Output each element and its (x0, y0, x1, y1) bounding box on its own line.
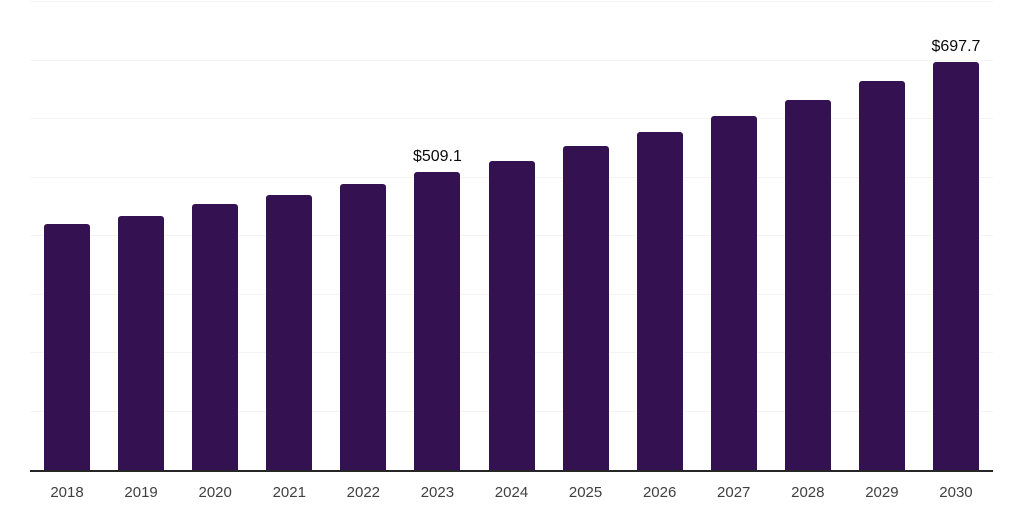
x-tick-label-2018: 2018 (50, 484, 84, 501)
bar-2018 (44, 224, 91, 470)
x-tick-label-2022: 2022 (346, 484, 381, 501)
gridline-800 (30, 1, 993, 2)
x-tick-label-2025: 2025 (568, 484, 603, 501)
x-tick-label-2019: 2019 (124, 484, 158, 501)
bar-2029 (858, 81, 905, 470)
bar-2022 (340, 183, 387, 470)
bar-2024 (488, 160, 535, 470)
bar-2030 (932, 61, 979, 470)
x-tick-label-2026: 2026 (642, 484, 677, 501)
x-tick-label-2021: 2021 (272, 484, 306, 501)
bar-2019 (118, 216, 165, 470)
bar-2027 (710, 115, 757, 470)
data-label-2030: $697.7 (931, 37, 981, 55)
x-tick-label-2029: 2029 (865, 484, 899, 501)
x-tick-label-2027: 2027 (717, 484, 751, 501)
gridline-600 (30, 118, 993, 119)
bar-2026 (636, 131, 683, 470)
bar-2020 (192, 203, 239, 470)
x-axis-line (30, 470, 993, 472)
x-tick-label-2020: 2020 (198, 484, 232, 501)
bar-2021 (266, 194, 313, 470)
x-tick-label-2028: 2028 (791, 484, 825, 501)
gridline-700 (30, 59, 993, 61)
x-tick-label-2024: 2024 (494, 484, 529, 501)
data-label-2023: $509.1 (412, 148, 462, 166)
x-tick-label-2030: 2030 (939, 484, 973, 501)
bar-2023 (414, 172, 461, 470)
x-tick-label-2023: 2023 (420, 484, 455, 501)
plot-area: $509.1 $697.7 (30, 1, 993, 472)
bar-2028 (784, 100, 831, 470)
bar-2025 (562, 145, 609, 470)
